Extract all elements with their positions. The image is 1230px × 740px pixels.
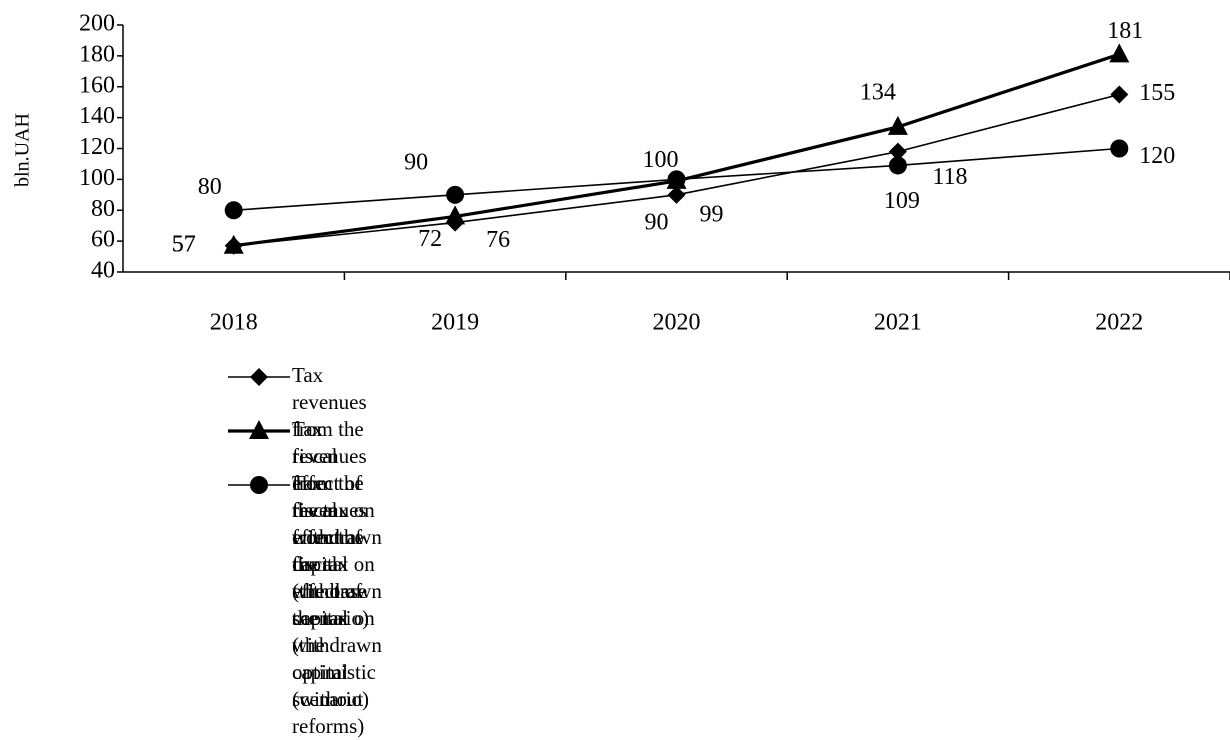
data-label: 80 — [198, 174, 222, 200]
plot: bln.UAH 40 60 80 100 120 140 160 180 200 2018 2019… — [12, 11, 1230, 336]
marker-triangle — [223, 234, 244, 254]
y-tick-label: 40 — [91, 258, 115, 284]
y-tick-label: 200 — [79, 11, 115, 37]
data-label: 90 — [645, 209, 669, 235]
marker-diamond — [1110, 85, 1129, 104]
marker-diamond — [667, 185, 686, 204]
marker-circle — [224, 201, 243, 220]
marker-triangle — [887, 115, 908, 135]
marker-circle — [250, 476, 268, 494]
y-axis-label: bln.UAH — [12, 113, 34, 187]
legend-swatch — [228, 420, 290, 439]
data-label: 181 — [1107, 18, 1143, 44]
legend-item: Tax revenues from the fiscal effect of t… — [228, 470, 382, 738]
x-tick-label: 2019 — [431, 310, 479, 336]
marker-diamond — [888, 142, 907, 161]
data-label: 99 — [700, 201, 724, 227]
data-label: 72 — [418, 226, 442, 252]
y-tick-label: 100 — [79, 165, 115, 191]
legend: Tax revenues from the fiscal effect of t… — [228, 362, 382, 738]
chart: bln.UAH 40 60 80 100 120 140 160 180 200 2018 2019… — [12, 11, 1230, 738]
legend-swatch — [228, 476, 290, 494]
marker-diamond — [250, 368, 268, 386]
data-label: 134 — [860, 79, 896, 105]
data-label: 57 — [172, 231, 196, 257]
x-tick-label: 2018 — [210, 310, 258, 336]
data-label: 76 — [486, 227, 510, 253]
data-label: 109 — [884, 188, 920, 214]
y-tick-label: 120 — [79, 134, 115, 160]
legend-swatch — [228, 368, 290, 386]
y-tick-label: 80 — [91, 196, 115, 222]
x-tick-label: 2022 — [1095, 310, 1143, 336]
data-label: 120 — [1139, 143, 1175, 169]
data-label: 100 — [643, 147, 679, 173]
data-label: 155 — [1139, 80, 1175, 106]
marker-circle — [1110, 139, 1129, 158]
marker-triangle — [445, 205, 466, 225]
legend-item: Tax revenues from the fiscal effect of t… — [228, 362, 382, 630]
y-tick-label: 60 — [91, 227, 115, 253]
marker-circle — [446, 185, 465, 204]
y-tick-label: 160 — [79, 72, 115, 98]
data-label: 90 — [404, 149, 428, 175]
x-tick-label: 2020 — [653, 310, 701, 336]
y-tick-label: 180 — [79, 41, 115, 67]
data-label: 118 — [932, 164, 967, 190]
data-label: 57 — [172, 231, 196, 257]
marker-triangle — [249, 420, 269, 439]
x-tick-label: 2021 — [874, 310, 922, 336]
marker-triangle — [1109, 43, 1130, 63]
marker-circle — [667, 170, 686, 189]
y-tick-label: 140 — [79, 103, 115, 129]
legend-item: Tax revenues from the fiscal effect of t… — [228, 416, 382, 711]
legend-label: Tax revenues from the fiscal effect of t… — [292, 471, 382, 738]
marker-circle — [888, 156, 907, 175]
